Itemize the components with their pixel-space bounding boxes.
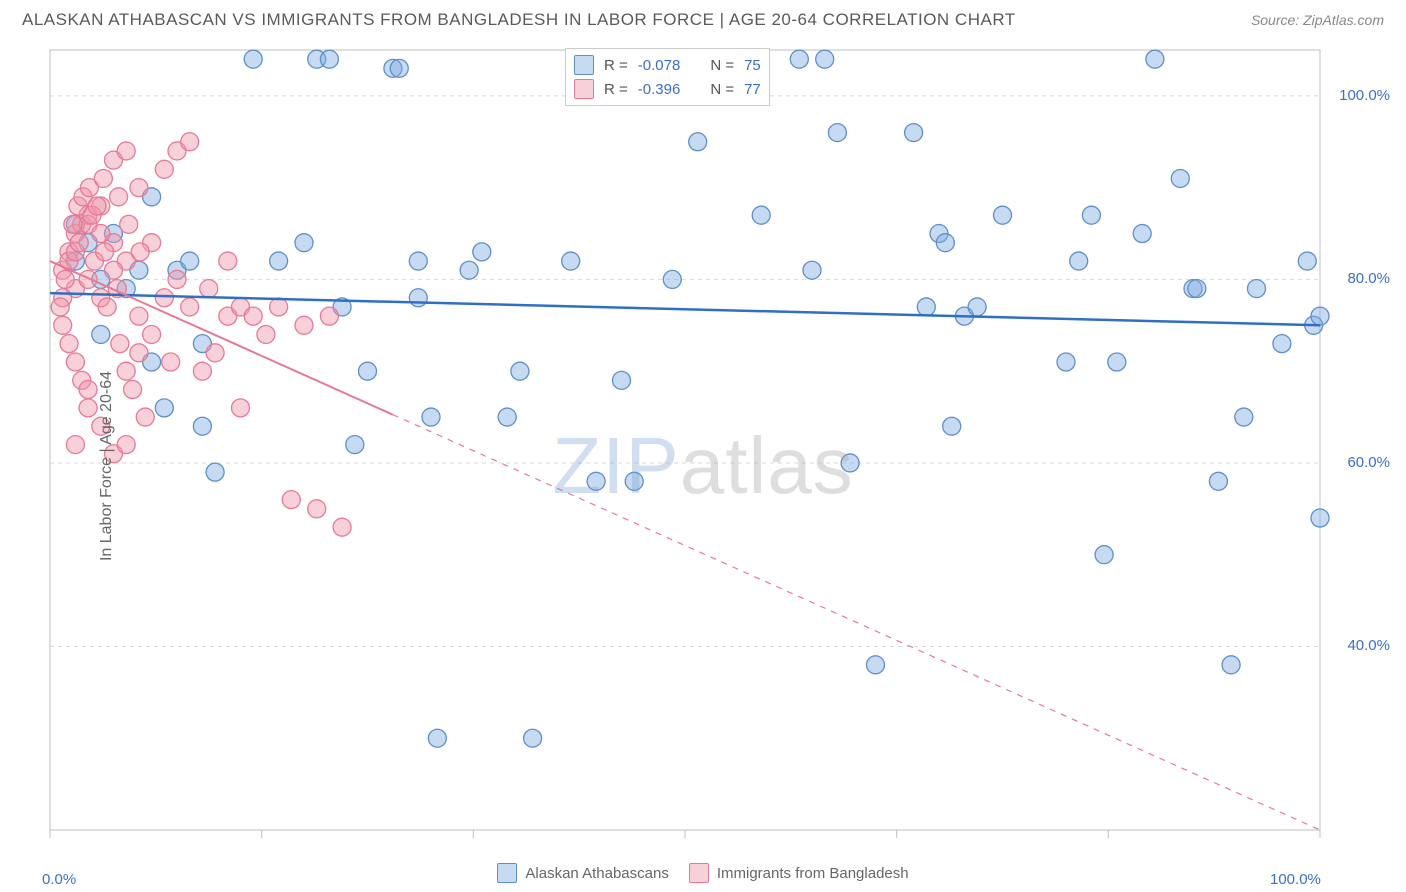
corr-r-value-a: -0.078 (638, 57, 681, 74)
legend-item-series-a: Alaskan Athabascans (497, 863, 668, 883)
scatter-chart-svg (0, 40, 1406, 892)
y-tick-label: 80.0% (1330, 270, 1390, 287)
corr-n-label-b: N = (710, 81, 734, 98)
corr-r-label-b: R = (604, 81, 628, 98)
source-prefix: Source: (1251, 12, 1303, 28)
legend-swatch-b (689, 863, 709, 883)
corr-row-b: R = -0.396 N = 77 (574, 77, 761, 101)
legend-label-b: Immigrants from Bangladesh (717, 865, 909, 882)
corr-row-a: R = -0.078 N = 75 (574, 53, 761, 77)
y-tick-label: 100.0% (1330, 87, 1390, 104)
y-tick-label: 60.0% (1330, 454, 1390, 471)
corr-swatch-a (574, 55, 594, 75)
legend-swatch-a (497, 863, 517, 883)
legend-label-a: Alaskan Athabascans (525, 865, 668, 882)
corr-r-value-b: -0.396 (638, 81, 681, 98)
corr-n-value-b: 77 (744, 81, 761, 98)
corr-r-label-a: R = (604, 57, 628, 74)
corr-n-value-a: 75 (744, 57, 761, 74)
chart-area: In Labor Force | Age 20-64 ZIPatlas 40.0… (0, 40, 1406, 892)
correlation-legend: R = -0.078 N = 75 R = -0.396 N = 77 (565, 48, 770, 106)
y-tick-label: 40.0% (1330, 637, 1390, 654)
source-attribution: Source: ZipAtlas.com (1251, 12, 1384, 28)
chart-header: ALASKAN ATHABASCAN VS IMMIGRANTS FROM BA… (0, 0, 1406, 40)
source-name: ZipAtlas.com (1303, 12, 1384, 28)
legend-item-series-b: Immigrants from Bangladesh (689, 863, 909, 883)
corr-swatch-b (574, 79, 594, 99)
corr-n-label-a: N = (710, 57, 734, 74)
chart-title: ALASKAN ATHABASCAN VS IMMIGRANTS FROM BA… (22, 10, 1016, 30)
y-axis-label: In Labor Force | Age 20-64 (98, 371, 116, 561)
bottom-legend: Alaskan Athabascans Immigrants from Bang… (0, 858, 1406, 888)
